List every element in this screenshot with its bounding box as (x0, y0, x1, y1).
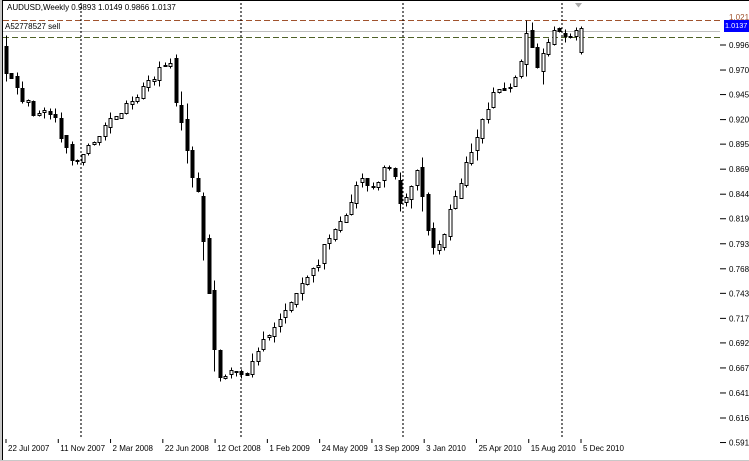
svg-text:25 Apr 2010: 25 Apr 2010 (478, 444, 522, 453)
svg-text:0.7935: 0.7935 (729, 240, 749, 249)
svg-text:12 Oct 2008: 12 Oct 2008 (217, 444, 261, 453)
svg-text:3 Jan 2010: 3 Jan 2010 (426, 444, 466, 453)
svg-text:24 May 2009: 24 May 2009 (322, 444, 369, 453)
svg-text:0.6415: 0.6415 (729, 389, 749, 398)
svg-text:22 Jul 2007: 22 Jul 2007 (8, 444, 50, 453)
svg-text:15 Aug 2010: 15 Aug 2010 (531, 444, 576, 453)
svg-text:0.8695: 0.8695 (729, 165, 749, 174)
svg-text:22 Jun 2008: 22 Jun 2008 (165, 444, 210, 453)
svg-text:0.9455: 0.9455 (729, 91, 749, 100)
svg-text:11 Nov 2007: 11 Nov 2007 (60, 444, 105, 453)
svg-text:0.6925: 0.6925 (729, 339, 749, 348)
svg-text:13 Sep 2009: 13 Sep 2009 (374, 444, 420, 453)
svg-text:0.5910: 0.5910 (729, 439, 749, 448)
svg-text:0.7175: 0.7175 (729, 314, 749, 323)
svg-text:0.9705: 0.9705 (729, 66, 749, 75)
svg-text:5 Dec 2010: 5 Dec 2010 (583, 444, 624, 453)
svg-text:2 Mar 2008: 2 Mar 2008 (113, 444, 154, 453)
svg-text:1 Feb 2009: 1 Feb 2009 (269, 444, 310, 453)
